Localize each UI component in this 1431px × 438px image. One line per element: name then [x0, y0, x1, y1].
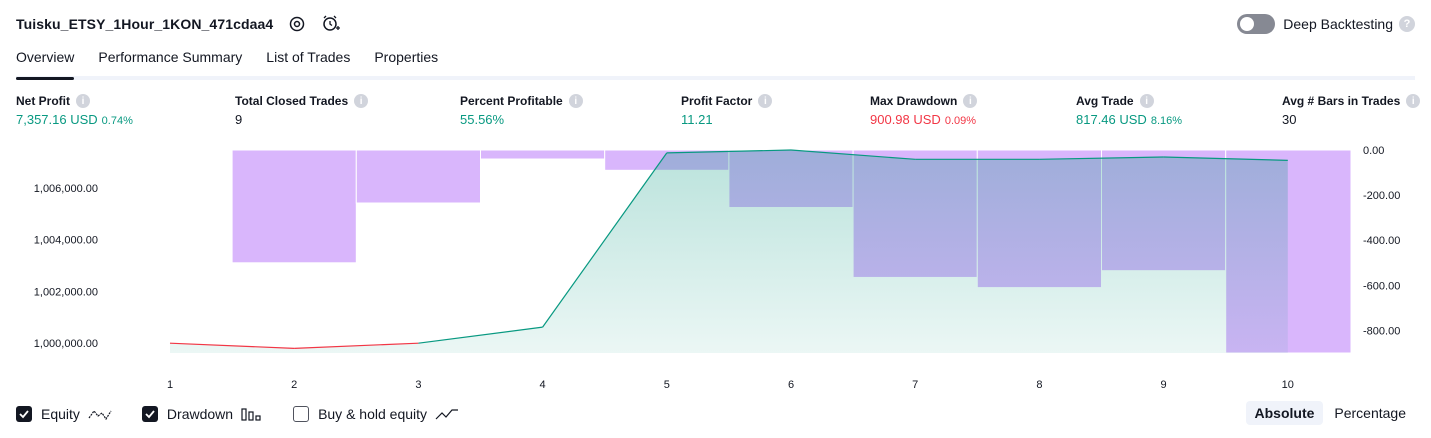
x-axis-tick: 9: [1161, 379, 1167, 391]
metric-label: Avg Trade: [1076, 94, 1134, 108]
buy-hold-checkbox[interactable]: [293, 406, 310, 422]
buy-hold-line-icon: [435, 407, 459, 421]
equity-drawdown-chart: 1,000,000.00 1,002,000.00 1,004,000.00 1,00…: [34, 145, 1401, 391]
equity-line-segment: [1039, 156, 1164, 160]
drawdown-bar: [355, 149, 481, 204]
equity-line-segment: [666, 149, 792, 154]
left-axis-tick: 1,004,000.00: [34, 235, 98, 247]
add-alert-icon[interactable]: [321, 14, 341, 34]
legend-drawdown-label: Drawdown: [166, 406, 234, 422]
legend-equity[interactable]: Equity: [16, 406, 112, 422]
x-axis-tick: 5: [664, 379, 670, 391]
equity-line-segment: [418, 326, 543, 344]
metric-label: Profit Factor: [681, 94, 753, 108]
x-axis-tick: 10: [1282, 379, 1294, 391]
x-axis-tick: 7: [912, 379, 918, 391]
metric-max-drawdown: Max Drawdown i 900.98 USD 0.09%: [870, 92, 978, 127]
metric-percent: 0.09%: [944, 115, 977, 127]
x-axis-tick: 2: [291, 379, 297, 391]
legend-drawdown[interactable]: Drawdown: [141, 406, 263, 422]
strategy-title: Tuisku_ETSY_1Hour_1KON_471cdaa4: [16, 16, 274, 32]
tab-performance-summary[interactable]: Performance Summary: [98, 49, 243, 65]
x-axis-tick: 6: [788, 379, 794, 391]
metric-label: Avg # Bars in Trades: [1282, 94, 1401, 108]
metric-label: Percent Profitable: [460, 94, 563, 108]
equity-line-icon: [88, 407, 112, 421]
metric-label: Total Closed Trades: [235, 94, 349, 108]
x-axis-tick: 4: [540, 379, 546, 391]
legend-equity-label: Equity: [41, 406, 80, 422]
drawdown-bars-icon: [241, 407, 263, 421]
right-axis-tick: 0.00: [1363, 145, 1384, 157]
equity-area: [170, 150, 1288, 353]
x-axis-tick: 8: [1036, 379, 1042, 391]
equity-line-segment: [294, 342, 419, 349]
right-axis-tick: -200.00: [1363, 190, 1400, 202]
metric-avg-trade: Avg Trade i 817.46 USD 8.16%: [1076, 92, 1182, 127]
metric-avg-bars: Avg # Bars in Trades i 30: [1282, 92, 1421, 127]
left-axis-tick: 1,006,000.00: [34, 183, 98, 195]
x-axis-tick: 3: [415, 379, 421, 391]
strategy-header: Tuisku_ETSY_1Hour_1KON_471cdaa4: [16, 12, 341, 36]
deep-backtesting-label: Deep Backtesting: [1283, 16, 1393, 32]
info-icon[interactable]: i: [1406, 94, 1421, 108]
metric-label: Net Profit: [16, 94, 70, 108]
deep-backtesting-toggle[interactable]: [1237, 14, 1276, 34]
legend-buy-hold-label: Buy & hold equity: [318, 406, 428, 422]
drawdown-bar: [107, 149, 233, 152]
right-axis-tick: -800.00: [1363, 325, 1400, 337]
settings-gear-icon[interactable]: [287, 14, 307, 34]
metric-value: 30: [1282, 112, 1297, 127]
right-axis-tick: -400.00: [1363, 235, 1400, 247]
metric-percent: 0.74%: [101, 115, 133, 127]
left-axis-tick: 1,000,000.00: [34, 338, 98, 350]
mode-percentage-button[interactable]: Percentage: [1334, 405, 1406, 421]
tab-overview[interactable]: Overview: [16, 44, 75, 80]
drawdown-bar: [231, 149, 357, 264]
equity-line-segment: [790, 149, 916, 160]
metric-total-closed-trades: Total Closed Trades i 9: [235, 92, 369, 127]
info-icon[interactable]: i: [758, 94, 773, 108]
metric-percent: 8.16%: [1150, 115, 1183, 127]
info-icon[interactable]: i: [76, 94, 90, 108]
info-icon[interactable]: i: [1139, 94, 1154, 108]
mode-absolute-button[interactable]: Absolute: [1245, 401, 1324, 425]
info-icon[interactable]: i: [354, 94, 369, 108]
metric-value: 55.56%: [460, 112, 505, 127]
metrics-row: Net Profit i 7,357.16 USD 0.74% Total Clos…: [16, 92, 1421, 132]
deep-backtesting: Deep Backtesting ?: [1237, 12, 1415, 36]
legend-buy-hold[interactable]: Buy & hold equity: [293, 406, 459, 422]
right-axis-tick: -600.00: [1363, 280, 1400, 292]
chart-legend: Equity Drawdown Buy & hold equity: [16, 402, 489, 426]
tab-properties[interactable]: Properties: [374, 49, 439, 65]
metric-value: 11.21: [681, 112, 713, 127]
metric-value: 900.98 USD: [870, 112, 941, 127]
metric-label: Max Drawdown: [870, 94, 958, 108]
metric-profit-factor: Profit Factor i 11.21: [681, 92, 773, 127]
report-tabs: Overview Performance Summary List of Tra…: [16, 44, 1415, 80]
metric-value: 9: [235, 112, 243, 127]
info-icon[interactable]: i: [568, 94, 583, 108]
metric-value: 7,357.16 USD: [16, 112, 98, 127]
equity-line-segment: [542, 152, 668, 328]
help-icon[interactable]: ?: [1399, 16, 1415, 32]
equity-line-segment: [1163, 156, 1288, 161]
left-axis-tick: 1,002,000.00: [34, 286, 98, 298]
tab-list-of-trades[interactable]: List of Trades: [266, 49, 351, 65]
scale-mode-switch: Absolute Percentage: [1244, 401, 1416, 425]
metric-percent-profitable: Percent Profitable i 55.56%: [460, 92, 583, 127]
x-axis-tick: 1: [167, 379, 173, 391]
equity-line-segment: [169, 342, 295, 349]
metric-net-profit: Net Profit i 7,357.16 USD 0.74%: [16, 92, 133, 127]
drawdown-checkbox[interactable]: [141, 406, 158, 422]
metric-value: 817.46 USD: [1076, 112, 1147, 127]
drawdown-bar: [480, 149, 606, 160]
info-icon[interactable]: i: [963, 94, 978, 108]
equity-checkbox[interactable]: [16, 406, 32, 422]
